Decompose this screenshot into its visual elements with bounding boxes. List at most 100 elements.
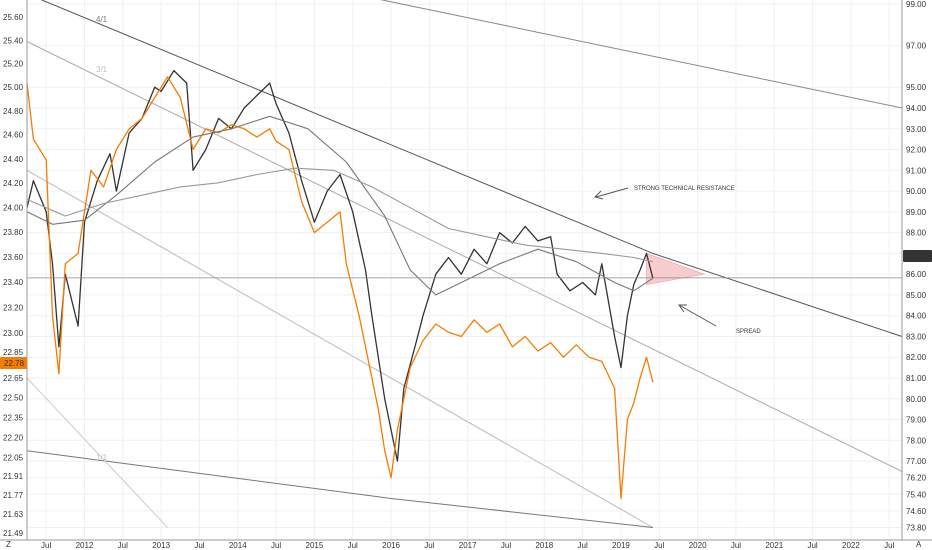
x-tick-label-15: 2019 [612,541,630,550]
left-tick-label-4: 24.80 [3,107,24,116]
resistance-arrowhead [594,190,604,200]
trendline-1 [380,0,903,109]
right-last-value: 85.82 [907,252,928,261]
x-tick-label-6: Jul [271,541,281,550]
right-tick-label-4: 93.00 [906,125,927,134]
trendline-3 [26,169,654,528]
left-tick-label-7: 24.20 [3,179,24,188]
fan-label-4-1: 4/1 [96,15,108,24]
spread-arrowhead [678,304,687,313]
fan-label-1-1: 1/1 [96,453,108,462]
right-last-value-badge: 85.82 [903,250,932,262]
left-tick-label-18: 22.20 [3,433,24,442]
right-tick-label-17: 80.00 [906,395,927,404]
highlight-triangle [646,252,706,285]
spread-arrow [678,304,717,327]
left-tick-label-19: 22.05 [3,453,24,462]
right-tick-label-2: 95.00 [906,83,927,92]
trendline-0 [40,0,903,337]
left-axis: 25.60 25.40 25.20 25.00 24.80 24.60 24.40 24.20… [0,0,28,540]
x-tick-label-1: 2012 [76,541,94,550]
right-tick-label-3: 94.00 [906,104,927,113]
right-tick-label-6: 91.00 [906,166,927,175]
x-tick-label-5: 2014 [229,541,247,550]
left-tick-label-5: 24.60 [3,131,24,140]
series-line-0 [26,69,654,462]
left-tick-label-17: 22.35 [3,413,24,422]
trendline-2 [26,41,903,472]
right-tick-label-19: 78.00 [906,436,927,445]
spread-label: SPREAD [736,329,761,335]
right-last-value-box [903,250,932,262]
series-line-3 [26,167,654,263]
gridlines [27,0,902,540]
log-scale-toggle[interactable]: Z [6,540,11,549]
x-tick-label-18: Jul [731,541,741,550]
right-tick-label-1: 97.00 [906,42,927,51]
right-tick-label-16: 81.00 [906,374,927,383]
resistance-label: STRONG TECHNICAL RESISTANCE [634,186,735,192]
left-tick-label-23: 21.49 [3,529,24,538]
x-tick-label-17: 2020 [689,541,707,550]
left-tick-label-2: 25.20 [3,60,24,69]
x-tick-label-14: Jul [578,541,588,550]
left-tick-label-14: 22.85 [3,348,24,357]
right-tick-label-7: 90.00 [906,187,927,196]
left-tick-label-8: 24.00 [3,203,24,212]
left-axis-bg [0,0,27,540]
x-tick-label-16: Jul [654,541,664,550]
x-tick-label-0: Jul [41,541,51,550]
right-tick-label-12: 85.00 [906,291,927,300]
left-tick-label-16: 22.50 [3,394,24,403]
x-tick-label-8: Jul [348,541,358,550]
x-tick-label-22: Jul [884,541,894,550]
right-tick-label-15: 82.00 [906,353,927,362]
resistance-arrow [595,187,629,198]
auto-scale-toggle[interactable]: A [916,540,922,549]
right-tick-label-14: 83.00 [906,332,927,341]
x-tick-label-20: Jul [807,541,817,550]
series-lines [26,69,654,500]
right-tick-label-8: 89.00 [906,208,927,217]
left-tick-label-22: 21.63 [3,510,24,519]
left-last-value-box [0,357,27,369]
left-tick-label-1: 25.40 [3,36,24,45]
right-tick-label-23: 74.60 [906,507,927,516]
x-tick-label-13: 2018 [535,541,553,550]
left-tick-label-21: 21.77 [3,491,24,500]
fan-label-3-1: 3/1 [96,65,108,74]
x-tick-label-10: Jul [424,541,434,550]
series-line-2 [26,115,654,296]
right-tick-label-9: 88.00 [906,229,927,238]
trendline-4 [26,450,653,528]
trendlines [26,0,903,528]
x-tick-label-21: 2022 [842,541,860,550]
x-tick-label-19: 2021 [765,541,783,550]
left-tick-label-13: 23.00 [3,329,24,338]
left-tick-label-10: 23.60 [3,253,24,262]
left-tick-label-11: 23.40 [3,278,24,287]
left-tick-label-0: 25.60 [3,13,24,22]
right-tick-label-5: 92.00 [906,146,927,155]
x-tick-label-4: Jul [194,541,204,550]
right-tick-label-0: 99.00 [906,0,927,9]
x-tick-label-7: 2015 [306,541,324,550]
left-last-value-badge: 22.78 [0,357,27,369]
x-axis: Jul 2012 Jul 2013 Jul 2014 Jul 2015 Jul 2016 Jul 20… [0,539,932,550]
left-tick-label-12: 23.20 [3,303,24,312]
left-tick-label-3: 25.00 [3,83,24,92]
x-tick-label-3: 2013 [152,541,170,550]
left-last-value: 22.78 [4,359,25,368]
right-axis-bg [902,0,932,550]
x-tick-label-2: Jul [118,541,128,550]
right-axis: 99.00 97.00 95.00 94.00 93.00 92.00 91.00 90.00… [901,0,932,550]
x-tick-label-11: 2017 [459,541,477,550]
resistance-zone [646,252,706,285]
right-tick-label-21: 76.20 [906,474,927,483]
x-tick-label-9: 2016 [382,541,400,550]
left-tick-label-15: 22.65 [3,374,24,383]
left-tick-label-20: 21.91 [3,472,24,481]
x-axis-bg [0,540,932,550]
